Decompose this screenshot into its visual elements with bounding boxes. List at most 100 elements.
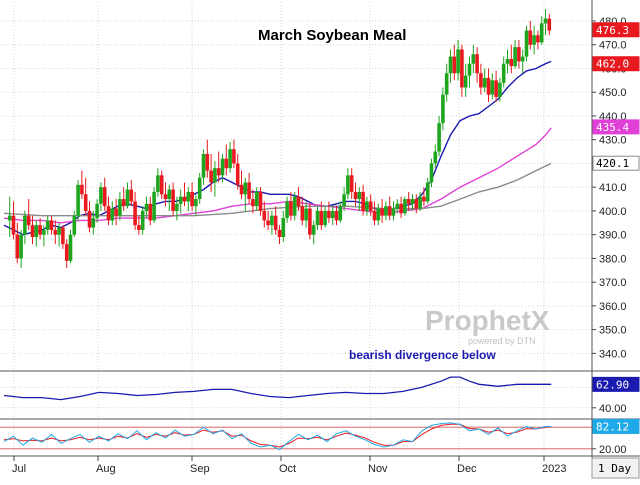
x-tick-label: Jul [12, 463, 26, 475]
candle-body [95, 203, 99, 219]
candle-body [45, 220, 50, 230]
candle-body [319, 210, 324, 226]
candle-body [327, 210, 331, 219]
candle-body [433, 151, 438, 164]
candle-body [159, 175, 164, 195]
price-candles [7, 9, 552, 268]
candle-body [266, 220, 270, 226]
divergence-annotation: bearish divergence below [349, 348, 496, 362]
candle-body [452, 56, 457, 74]
indicator2-tick-label: 20.00 [599, 444, 627, 456]
candle-body [220, 158, 225, 176]
y-tick-label: 450.0 [599, 87, 627, 99]
candle-body [137, 225, 141, 230]
candle-body [304, 208, 308, 221]
candle-body [64, 244, 69, 261]
candle-body [228, 149, 232, 169]
candle-body [91, 218, 96, 228]
candle-body [251, 199, 255, 207]
candle-body [34, 225, 39, 238]
candle-body [110, 208, 115, 221]
candle-body [178, 196, 183, 204]
candle-body [289, 201, 293, 216]
candle-body [391, 208, 396, 216]
candle-body [254, 191, 259, 207]
candle-body [205, 153, 210, 171]
period-button[interactable]: 1 Day [591, 457, 640, 479]
candle-body [482, 77, 487, 88]
candle-body [494, 80, 498, 97]
candle-body [239, 184, 244, 195]
y-tick-label: 340.0 [599, 348, 627, 360]
candle-body [57, 227, 61, 235]
y-tick-label: 410.0 [599, 182, 627, 194]
candle-body [133, 201, 137, 226]
candle-body [338, 206, 343, 221]
candle-body [395, 203, 400, 209]
y-tick-label: 350.0 [599, 325, 627, 337]
candle-body [72, 215, 77, 235]
candle-body [296, 196, 301, 207]
candle-body [156, 175, 160, 192]
candle-body [346, 175, 350, 195]
watermark-sub: powered by DTN [468, 336, 536, 346]
candle-body [262, 210, 267, 221]
price-badge-box [592, 22, 640, 38]
period-button-box[interactable] [591, 457, 640, 479]
candle-body [387, 206, 392, 216]
candle-body [372, 210, 377, 221]
candle-body [547, 18, 552, 31]
candle-body [258, 191, 263, 211]
candle-body [456, 49, 460, 74]
candle-body [471, 54, 476, 64]
y-tick-label: 360.0 [599, 301, 627, 313]
y-tick-label: 390.0 [599, 230, 627, 242]
y-tick-label: 400.0 [599, 206, 627, 218]
candle-body [209, 170, 213, 183]
candle-body [463, 75, 468, 88]
candle-body [517, 47, 521, 62]
y-tick-label: 470.0 [599, 40, 627, 52]
candle-body [384, 206, 388, 216]
watermark-brand: ProphetX [425, 305, 550, 336]
indicator2-badge-box [592, 418, 640, 434]
candle-body [501, 63, 506, 83]
candle-body [76, 184, 80, 216]
candle-body [524, 30, 529, 57]
candle-body [368, 201, 373, 211]
time-axis: Jul Aug Sep Oct Nov Dec 2023 [12, 456, 566, 475]
indicator1-badge-box [592, 376, 640, 392]
candle-body [235, 163, 240, 185]
candle-body [273, 215, 278, 230]
candle-body [536, 35, 540, 43]
price-badge-value: 435.4 [596, 121, 629, 134]
y-tick-label: 380.0 [599, 253, 627, 265]
x-tick-label: Dec [457, 463, 477, 475]
candle-body [7, 215, 12, 221]
candle-body [399, 203, 403, 214]
candle-body [53, 229, 58, 235]
candle-body [80, 184, 84, 195]
candle-body [61, 227, 65, 245]
candle-body [42, 229, 46, 235]
indicator2-badge-value: 82.12 [596, 420, 629, 433]
candle-body [144, 203, 149, 211]
x-tick-label: 2023 [542, 463, 566, 475]
x-tick-label: Oct [279, 463, 296, 475]
candle-body [539, 23, 544, 43]
candle-body [467, 63, 472, 76]
watermark: ProphetX powered by DTN [425, 305, 550, 346]
candle-body [323, 210, 327, 226]
candle-body [479, 73, 483, 88]
candle-body [15, 234, 20, 259]
candle-body [486, 77, 491, 95]
period-button-label[interactable]: 1 Day [598, 462, 631, 475]
candle-body [353, 191, 358, 200]
candle-body [311, 225, 316, 235]
candle-body [361, 191, 365, 211]
candle-body [300, 206, 305, 221]
candle-body [277, 229, 282, 238]
candle-body [380, 208, 384, 216]
candle-body [418, 196, 422, 209]
